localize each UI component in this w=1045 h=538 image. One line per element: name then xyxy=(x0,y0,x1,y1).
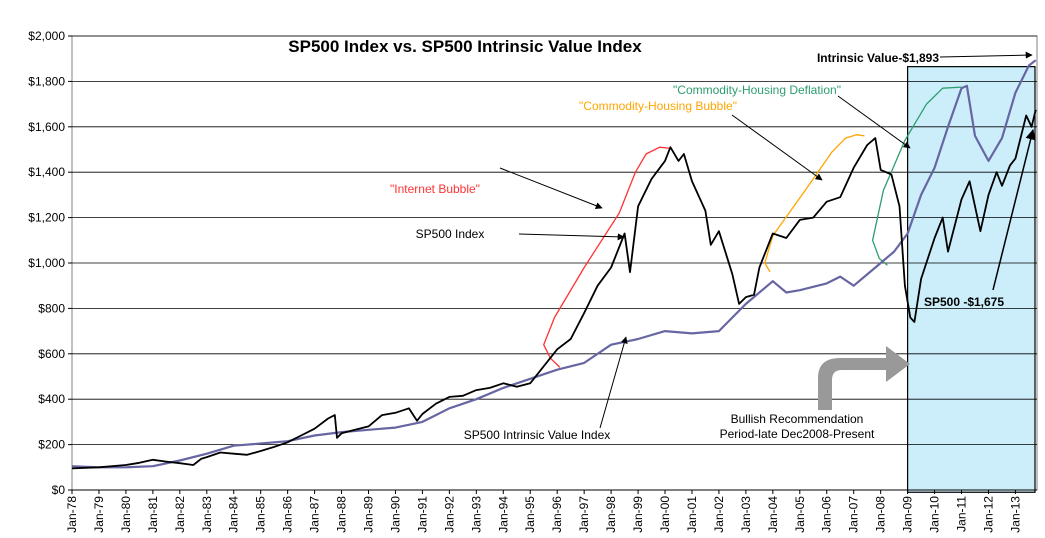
x-tick-label: Jan-96 xyxy=(550,496,564,533)
chart-title: SP500 Index vs. SP500 Intrinsic Value In… xyxy=(288,37,642,56)
y-tick-label: $1,800 xyxy=(28,74,65,88)
series-line-intrinsic-value xyxy=(71,59,1037,469)
sp500-end-label: SP500 -$1,675 xyxy=(924,295,1004,309)
x-tick-label: Jan-04 xyxy=(766,496,780,533)
y-tick-label: $600 xyxy=(38,347,65,361)
x-tick-label: Jan-97 xyxy=(577,496,591,533)
x-tick-label: Jan-98 xyxy=(604,496,618,533)
y-tick-label: $800 xyxy=(38,301,65,315)
x-tick-label: Jan-03 xyxy=(739,496,753,533)
x-tick-label: Jan-07 xyxy=(847,496,861,533)
series-lines xyxy=(71,59,1037,470)
x-tick-label: Jan-12 xyxy=(981,496,995,533)
commodity-housing-bubble-label: "Commodity-Housing Bubble" xyxy=(579,99,737,113)
gridlines xyxy=(72,35,1037,491)
x-tick-label: Jan-95 xyxy=(523,496,537,533)
commodity-bubble-outline xyxy=(764,134,865,273)
x-tick-label: Jan-83 xyxy=(200,496,214,533)
x-tick-label: Jan-85 xyxy=(254,496,268,533)
commodity-bubble-arrow xyxy=(731,114,823,181)
recommendation-arrow-icon xyxy=(818,346,910,410)
y-tick-label: $400 xyxy=(38,392,65,406)
x-tick-label: Jan-11 xyxy=(955,496,969,532)
x-tick-label: Jan-86 xyxy=(281,496,295,533)
x-tick-label: Jan-05 xyxy=(793,496,807,533)
y-tick-label: $0 xyxy=(52,483,66,497)
deflation-arrow xyxy=(837,95,911,149)
y-tick-label: $1,200 xyxy=(28,211,65,225)
x-tick-label: Jan-88 xyxy=(335,496,349,533)
y-tick-label: $1,400 xyxy=(28,165,65,179)
internet-bubble-outline xyxy=(543,146,671,368)
y-axis-ticks: $0 $200 $400 $600 $800 $1,000 $1,200 $1,400 $1,6… xyxy=(28,29,72,497)
series-line-sp500 xyxy=(71,109,1037,470)
sp500-pointer-arrow xyxy=(518,233,625,241)
x-tick-label: Jan-90 xyxy=(388,496,402,533)
x-tick-label: Jan-02 xyxy=(712,496,726,533)
x-tick-label: Jan-06 xyxy=(820,496,834,533)
y-tick-label: $1,000 xyxy=(28,256,65,270)
commodity-housing-deflation-label: "Commodity-Housing Deflation" xyxy=(673,83,841,97)
y-tick-label: $2,000 xyxy=(28,29,65,43)
y-tick-label: $200 xyxy=(38,438,65,452)
sp500-index-label: SP500 Index xyxy=(416,227,485,241)
bullish-period-label: Period-late Dec2008-Present xyxy=(720,427,875,441)
x-tick-label: Jan-78 xyxy=(65,496,79,533)
bullish-recommendation-label: Bullish Recommendation xyxy=(731,412,864,426)
intrinsic-end-arrow xyxy=(939,51,1033,59)
x-tick-label: Jan-79 xyxy=(92,496,106,533)
x-tick-label: Jan-94 xyxy=(496,496,510,533)
x-tick-label: Jan-81 xyxy=(146,496,160,533)
x-tick-label: Jan-13 xyxy=(1008,496,1022,533)
intrinsic-value-end-label: Intrinsic Value-$1,893 xyxy=(817,51,939,65)
y-tick-label: $1,600 xyxy=(28,120,65,134)
internet-bubble-label: "Internet Bubble" xyxy=(390,182,480,196)
sp500-end-arrow xyxy=(992,128,1036,291)
bullish-period-highlight xyxy=(907,66,1036,493)
x-tick-label: Jan-00 xyxy=(658,496,672,533)
annotation-layer: "Internet Bubble" "Commodity-Housing Bub… xyxy=(390,51,1036,442)
x-tick-label: Jan-80 xyxy=(119,496,133,533)
x-tick-label: Jan-93 xyxy=(469,496,483,533)
bubble-annotations xyxy=(543,86,962,368)
x-tick-label: Jan-08 xyxy=(874,496,888,533)
x-tick-label: Jan-10 xyxy=(928,496,942,533)
intrinsic-value-index-label: SP500 Intrinsic Value Index xyxy=(464,428,611,442)
x-tick-label: Jan-82 xyxy=(173,496,187,533)
internet-bubble-arrow xyxy=(499,167,603,209)
intrinsic-pointer-arrow xyxy=(599,336,628,429)
x-tick-label: Jan-09 xyxy=(901,496,915,533)
deflation-outline xyxy=(871,86,962,266)
x-tick-label: Jan-84 xyxy=(227,496,241,533)
x-tick-label: Jan-99 xyxy=(631,496,645,533)
x-tick-label: Jan-91 xyxy=(415,496,429,533)
x-tick-label: Jan-92 xyxy=(442,496,456,533)
x-tick-label: Jan-89 xyxy=(362,496,376,533)
x-tick-label: Jan-01 xyxy=(685,496,699,533)
x-tick-label: Jan-87 xyxy=(308,496,322,533)
x-axis-ticks: Jan-78 Jan-79 Jan-80 Jan-81 Jan-82 Jan-83 Jan-… xyxy=(65,490,1022,533)
